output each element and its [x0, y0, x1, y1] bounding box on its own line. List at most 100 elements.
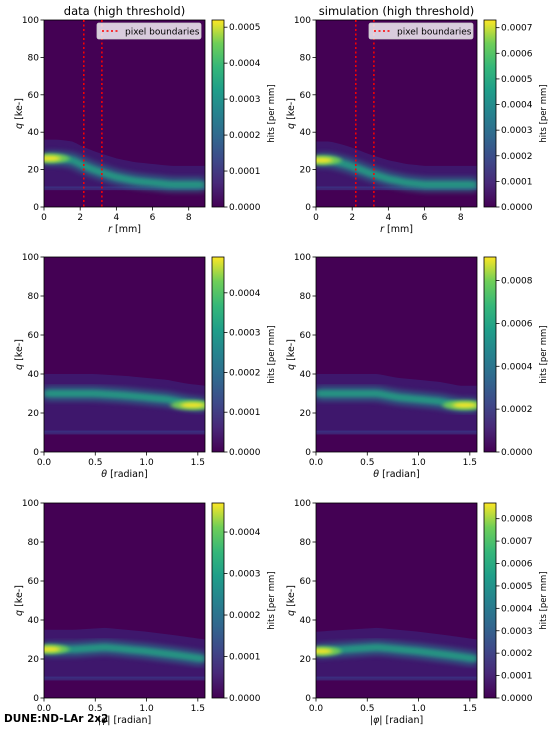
y-tick-label: 20	[28, 166, 40, 176]
colorbar-tick-label: 0.0003	[229, 570, 261, 580]
chart-title: simulation (high threshold)	[319, 4, 474, 18]
colorbar-tick-label: 0.0002	[229, 611, 261, 621]
colorbar-tick-label: 0.0002	[501, 152, 533, 162]
y-tick-label: 100	[294, 253, 311, 263]
colorbar-tick-label: 0.0000	[501, 203, 533, 213]
y-tick-label: 40	[28, 616, 40, 626]
y-tick-label: 20	[300, 655, 312, 665]
plot-frame	[43, 19, 206, 208]
footer-label: DUNE:ND-LAr 2x2	[4, 713, 109, 725]
y-tick-label: 80	[300, 292, 312, 302]
heatmap-peak-core	[452, 402, 477, 408]
x-tick-label: 2	[349, 213, 355, 223]
colorbar-tick-label: 0.0004	[229, 59, 261, 69]
y-tick-label: 0	[33, 448, 39, 458]
heatmap-ridge-inner	[44, 643, 205, 663]
x-tick-label: 1.0	[139, 704, 154, 714]
colorbar-label: hits [per mm]	[539, 571, 549, 629]
colorbar-tick-label: 0.0006	[501, 319, 533, 329]
colorbar-tick-label: 0.0005	[229, 23, 261, 33]
colorbar-tick-label: 0.0000	[501, 694, 533, 704]
colorbar-tick-label: 0.0004	[229, 289, 261, 299]
y-tick-label: 0	[305, 448, 311, 458]
colorbar-label: hits [per mm]	[267, 325, 277, 383]
x-tick-label: 0	[41, 213, 47, 223]
x-axis-label: |φ| [radian]	[98, 715, 151, 726]
y-tick-label: 0	[33, 203, 39, 213]
colorbar-tick-label: 0.0002	[501, 649, 533, 659]
x-tick-label: 6	[150, 213, 156, 223]
x-tick-label: 0.5	[88, 704, 102, 714]
x-tick-label: 0.5	[88, 458, 102, 468]
colorbar-tick-label: 0.0001	[501, 177, 533, 187]
heatmap-peak-core	[44, 155, 61, 161]
heatmap-ridge-inner	[316, 643, 477, 663]
y-tick-label: 60	[28, 91, 40, 101]
y-tick-label: 40	[28, 370, 40, 380]
colorbar-tick-label: 0.0004	[501, 604, 533, 614]
y-tick-label: 100	[22, 16, 39, 26]
colorbar-label: hits [per mm]	[539, 84, 549, 142]
panel-5: 0.0 0.5 1.0 1.5 0 20 40 60 80 100 |φ| [radian] q [k…	[14, 499, 277, 726]
y-tick-label: 40	[28, 128, 40, 138]
colorbar-gradient	[484, 257, 496, 452]
colorbar-tick-label: 0.0001	[229, 653, 261, 663]
x-tick-label: 1.5	[463, 704, 477, 714]
x-axis-label: |φ| [radian]	[370, 715, 423, 726]
colorbar-label: hits [per mm]	[267, 84, 277, 142]
y-axis-label: q [ke-]	[286, 98, 297, 129]
colorbar-tick-label: 0.0003	[501, 627, 533, 637]
x-tick-label: 0	[313, 213, 319, 223]
colorbar-gradient	[484, 503, 496, 698]
heatmap-ridge-inner	[44, 154, 205, 189]
colorbar-tick-label: 0.0001	[229, 167, 261, 177]
y-tick-label: 80	[28, 538, 40, 548]
legend-label: pixel boundaries	[397, 28, 472, 38]
chart-title: data (high threshold)	[64, 4, 185, 18]
colorbar-gradient	[212, 503, 224, 698]
panel-6: 0.0 0.5 1.0 1.5 0 20 40 60 80 100 |φ| [radian] q [k…	[286, 499, 549, 726]
heatmap-body	[316, 627, 477, 681]
y-tick-label: 40	[300, 616, 312, 626]
x-axis-label: r [mm]	[380, 224, 413, 235]
colorbar-tick-label: 0.0000	[501, 448, 533, 458]
colorbar-tick-label: 0.0002	[501, 405, 533, 415]
heatmap-peak-core	[180, 402, 205, 408]
y-tick-label: 0	[305, 203, 311, 213]
colorbar-gradient	[212, 257, 224, 452]
y-tick-label: 80	[28, 292, 40, 302]
colorbar-tick-label: 0.0007	[501, 24, 533, 34]
colorbar-frame	[211, 256, 225, 453]
panel-4: 0.0 0.5 1.0 1.5 0 20 40 60 80 100 θ [radian] q [ke-…	[286, 253, 549, 480]
y-tick-label: 80	[28, 53, 40, 63]
y-tick-label: 20	[28, 655, 40, 665]
y-tick-label: 100	[294, 16, 311, 26]
threshold-edge	[44, 430, 205, 435]
colorbar-tick-label: 0.0000	[229, 694, 261, 704]
y-tick-label: 100	[22, 499, 39, 509]
y-tick-label: 0	[33, 694, 39, 704]
colorbar-tick-label: 0.0003	[229, 329, 261, 339]
colorbar-tick-label: 0.0006	[501, 560, 533, 570]
colorbar-label: hits [per mm]	[267, 571, 277, 629]
x-tick-label: 0.5	[360, 704, 374, 714]
y-axis-label: q [ke-]	[14, 339, 25, 370]
y-tick-label: 60	[300, 91, 312, 101]
y-tick-label: 100	[22, 253, 39, 263]
colorbar-tick-label: 0.0003	[229, 95, 261, 105]
x-tick-label: 6	[422, 213, 428, 223]
y-tick-label: 20	[300, 166, 312, 176]
legend-label: pixel boundaries	[125, 28, 200, 38]
colorbar-frame	[211, 502, 225, 699]
legend-box	[96, 22, 202, 40]
colorbar-tick-label: 0.0007	[501, 537, 533, 547]
x-axis-label: r [mm]	[108, 224, 141, 235]
colorbar-frame	[483, 502, 497, 699]
colorbar-gradient	[484, 20, 496, 207]
threshold-edge	[44, 676, 205, 681]
colorbar-tick-label: 0.0002	[229, 368, 261, 378]
colorbar-tick-label: 0.0004	[501, 362, 533, 372]
x-tick-label: 8	[458, 213, 464, 223]
